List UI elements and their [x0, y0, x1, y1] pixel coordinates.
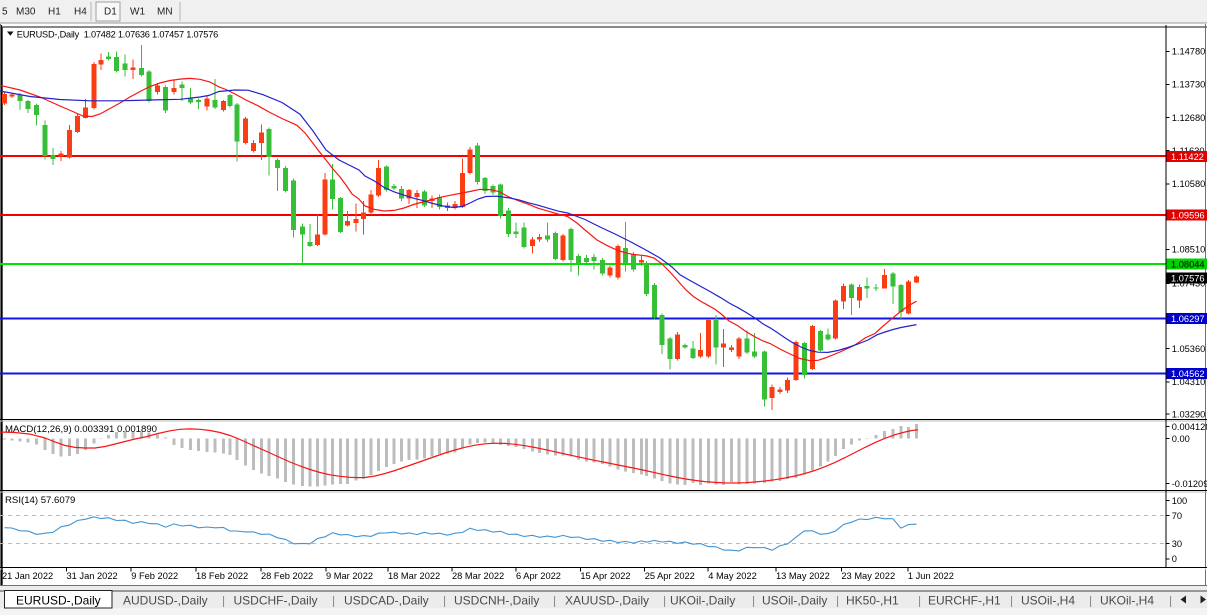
svg-text:9 Mar 2022: 9 Mar 2022	[326, 571, 373, 581]
svg-text:4 May 2022: 4 May 2022	[708, 571, 757, 581]
svg-text:1.04562: 1.04562	[1171, 369, 1205, 379]
svg-text:|: |	[918, 594, 921, 608]
svg-text:28 Mar 2022: 28 Mar 2022	[452, 571, 504, 581]
svg-text:23 May 2022: 23 May 2022	[841, 571, 895, 581]
svg-text:1.07430: 1.07430	[1172, 279, 1206, 289]
svg-text:1.08044: 1.08044	[1171, 259, 1205, 269]
svg-text:1 Jun 2022: 1 Jun 2022	[908, 571, 954, 581]
svg-text:|: |	[663, 594, 666, 608]
svg-text:1.07576: 1.07576	[1171, 273, 1205, 283]
svg-text:-0.012092: -0.012092	[1172, 479, 1207, 489]
svg-text:|: |	[752, 594, 755, 608]
svg-text:18 Mar 2022: 18 Mar 2022	[388, 571, 440, 581]
svg-text:|: |	[443, 594, 446, 608]
svg-text:0.00: 0.00	[1172, 434, 1190, 444]
svg-text:1.14780: 1.14780	[1172, 47, 1206, 57]
svg-text:|: |	[222, 594, 225, 608]
svg-text:1.12680: 1.12680	[1172, 113, 1206, 123]
svg-text:USDCHF-,Daily: USDCHF-,Daily	[234, 594, 318, 608]
svg-text:15 Apr 2022: 15 Apr 2022	[580, 571, 630, 581]
svg-text:1.06297: 1.06297	[1171, 314, 1205, 324]
svg-text:1.09596: 1.09596	[1171, 210, 1205, 220]
svg-text:EURUSD-,Daily 1.07482 1.07636: EURUSD-,Daily 1.07482 1.07636 1.07457 1.…	[17, 30, 218, 40]
svg-text:HK50-,H1: HK50-,H1	[846, 594, 899, 608]
svg-text:|: |	[1169, 594, 1172, 608]
svg-text:28 Feb 2022: 28 Feb 2022	[261, 571, 313, 581]
svg-text:6 Apr 2022: 6 Apr 2022	[516, 571, 561, 581]
svg-text:EURUSD-,Daily: EURUSD-,Daily	[16, 594, 101, 608]
svg-text:|: |	[836, 594, 839, 608]
svg-text:5: 5	[2, 7, 8, 18]
svg-text:D1: D1	[104, 7, 117, 18]
svg-text:70: 70	[1172, 511, 1182, 521]
svg-text:H4: H4	[74, 7, 87, 18]
svg-text:USDCAD-,Daily: USDCAD-,Daily	[344, 594, 429, 608]
svg-text:18 Feb 2022: 18 Feb 2022	[196, 571, 248, 581]
svg-text:UKOil-,H4: UKOil-,H4	[1100, 594, 1154, 608]
svg-text:25 Apr 2022: 25 Apr 2022	[645, 571, 695, 581]
svg-text:M30: M30	[16, 7, 36, 18]
svg-text:|: |	[553, 594, 556, 608]
svg-text:MN: MN	[157, 7, 173, 18]
svg-text:1.08510: 1.08510	[1172, 245, 1206, 255]
svg-text:0: 0	[1172, 554, 1177, 564]
svg-text:USOil-,Daily: USOil-,Daily	[762, 594, 827, 608]
svg-text:1.05360: 1.05360	[1172, 344, 1206, 354]
svg-text:1.11422: 1.11422	[1171, 152, 1204, 162]
svg-text:H1: H1	[48, 7, 61, 18]
svg-text:|: |	[1010, 594, 1013, 608]
svg-text:21 Jan 2022: 21 Jan 2022	[2, 571, 53, 581]
svg-text:1.04310: 1.04310	[1172, 377, 1206, 387]
svg-text:XAUUSD-,Daily: XAUUSD-,Daily	[565, 594, 649, 608]
svg-text:1.13730: 1.13730	[1172, 80, 1206, 90]
svg-text:USDCNH-,Daily: USDCNH-,Daily	[454, 594, 539, 608]
svg-text:AUDUSD-,Daily: AUDUSD-,Daily	[123, 594, 208, 608]
svg-text:MACD(12,26,9) 0.003391 0.00189: MACD(12,26,9) 0.003391 0.001890	[5, 424, 157, 435]
svg-text:|: |	[332, 594, 335, 608]
svg-text:RSI(14) 57.6079: RSI(14) 57.6079	[5, 495, 75, 506]
svg-text:|: |	[1089, 594, 1092, 608]
svg-text:EURCHF-,H1: EURCHF-,H1	[928, 594, 1001, 608]
svg-text:31 Jan 2022: 31 Jan 2022	[67, 571, 118, 581]
svg-text:UKOil-,Daily: UKOil-,Daily	[670, 594, 735, 608]
svg-text:13 May 2022: 13 May 2022	[776, 571, 830, 581]
svg-text:100: 100	[1172, 496, 1188, 506]
svg-text:30: 30	[1172, 539, 1182, 549]
svg-text:1.10580: 1.10580	[1172, 179, 1206, 189]
svg-text:W1: W1	[130, 7, 145, 18]
svg-text:USOil-,H4: USOil-,H4	[1021, 594, 1075, 608]
svg-text:0.004128: 0.004128	[1172, 422, 1207, 432]
svg-text:1.03290: 1.03290	[1172, 409, 1206, 419]
svg-text:9 Feb 2022: 9 Feb 2022	[131, 571, 178, 581]
